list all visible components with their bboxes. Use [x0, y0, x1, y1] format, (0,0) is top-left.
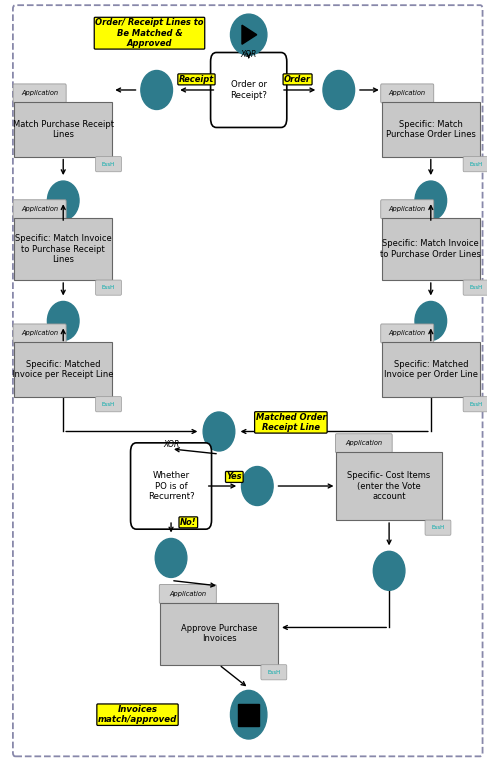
- FancyBboxPatch shape: [463, 397, 489, 412]
- FancyBboxPatch shape: [336, 452, 442, 520]
- FancyBboxPatch shape: [463, 157, 489, 172]
- Text: EssH: EssH: [102, 162, 115, 166]
- Text: EssH: EssH: [469, 402, 483, 407]
- FancyBboxPatch shape: [130, 443, 211, 529]
- Ellipse shape: [47, 302, 79, 340]
- Polygon shape: [242, 25, 257, 44]
- Text: Application: Application: [389, 90, 426, 97]
- Ellipse shape: [415, 302, 447, 340]
- Text: Specific: Match
Purchase Order Lines: Specific: Match Purchase Order Lines: [386, 119, 476, 139]
- Ellipse shape: [47, 181, 79, 220]
- Ellipse shape: [415, 181, 447, 220]
- FancyBboxPatch shape: [238, 704, 259, 726]
- FancyBboxPatch shape: [381, 84, 434, 103]
- Text: Application: Application: [345, 440, 382, 446]
- Text: EssH: EssH: [102, 402, 115, 407]
- Text: EssH: EssH: [431, 525, 445, 530]
- FancyBboxPatch shape: [14, 218, 112, 280]
- Text: Specific: Matched
Invoice per Order Line: Specific: Matched Invoice per Order Line: [384, 359, 478, 379]
- Text: Application: Application: [21, 90, 58, 97]
- Ellipse shape: [231, 14, 267, 55]
- Text: Specific: Match Invoice
to Purchase Order Lines: Specific: Match Invoice to Purchase Orde…: [380, 239, 481, 258]
- Text: Application: Application: [21, 331, 58, 337]
- Text: Specific- Cost Items
(enter the Vote
account: Specific- Cost Items (enter the Vote acc…: [347, 471, 431, 501]
- FancyBboxPatch shape: [382, 102, 480, 157]
- Text: Match Purchase Receipt
Lines: Match Purchase Receipt Lines: [13, 119, 114, 139]
- FancyBboxPatch shape: [381, 200, 434, 219]
- Ellipse shape: [373, 551, 405, 591]
- Text: Specific: Match Invoice
to Purchase Receipt
Lines: Specific: Match Invoice to Purchase Rece…: [15, 234, 112, 264]
- FancyBboxPatch shape: [381, 324, 434, 343]
- FancyBboxPatch shape: [95, 397, 122, 412]
- FancyBboxPatch shape: [160, 603, 278, 665]
- Text: Whether
PO is of
Recurrent?: Whether PO is of Recurrent?: [148, 471, 194, 501]
- FancyBboxPatch shape: [159, 584, 216, 603]
- Text: EssH: EssH: [267, 670, 281, 675]
- Text: XOR: XOR: [241, 49, 257, 59]
- Text: Application: Application: [21, 206, 58, 212]
- Ellipse shape: [155, 538, 187, 578]
- Text: Application: Application: [389, 331, 426, 337]
- FancyBboxPatch shape: [13, 324, 66, 343]
- Ellipse shape: [231, 690, 267, 739]
- FancyBboxPatch shape: [382, 342, 480, 397]
- Text: Matched Order
Receipt Line: Matched Order Receipt Line: [255, 413, 326, 432]
- FancyBboxPatch shape: [14, 102, 112, 157]
- FancyBboxPatch shape: [14, 342, 112, 397]
- Text: No!: No!: [180, 518, 197, 527]
- Ellipse shape: [323, 71, 355, 109]
- FancyBboxPatch shape: [95, 157, 122, 172]
- FancyBboxPatch shape: [425, 520, 451, 535]
- Text: Yes: Yes: [227, 473, 242, 481]
- FancyBboxPatch shape: [463, 280, 489, 295]
- Text: EssH: EssH: [469, 162, 483, 166]
- FancyBboxPatch shape: [13, 200, 66, 219]
- Text: Invoices
match/approved: Invoices match/approved: [98, 705, 177, 724]
- FancyBboxPatch shape: [95, 280, 122, 295]
- Text: Order or
Receipt?: Order or Receipt?: [230, 81, 267, 100]
- Ellipse shape: [141, 71, 172, 109]
- Ellipse shape: [203, 412, 235, 451]
- Text: Application: Application: [169, 591, 206, 597]
- Text: XOR: XOR: [163, 440, 179, 449]
- Text: Receipt: Receipt: [179, 75, 214, 84]
- Text: Specific: Matched
Invoice per Receipt Line: Specific: Matched Invoice per Receipt Li…: [12, 359, 114, 379]
- Text: EssH: EssH: [469, 285, 483, 290]
- FancyBboxPatch shape: [382, 218, 480, 280]
- Text: Order/ Receipt Lines to
Be Matched &
Approved: Order/ Receipt Lines to Be Matched & App…: [95, 18, 204, 48]
- Text: EssH: EssH: [102, 285, 115, 290]
- Text: Order: Order: [284, 75, 311, 84]
- Ellipse shape: [242, 467, 273, 505]
- FancyBboxPatch shape: [261, 665, 287, 680]
- FancyBboxPatch shape: [13, 84, 66, 103]
- Text: Approve Purchase
Invoices: Approve Purchase Invoices: [181, 624, 257, 644]
- FancyBboxPatch shape: [210, 52, 287, 128]
- Text: Application: Application: [389, 206, 426, 212]
- FancyBboxPatch shape: [335, 434, 392, 453]
